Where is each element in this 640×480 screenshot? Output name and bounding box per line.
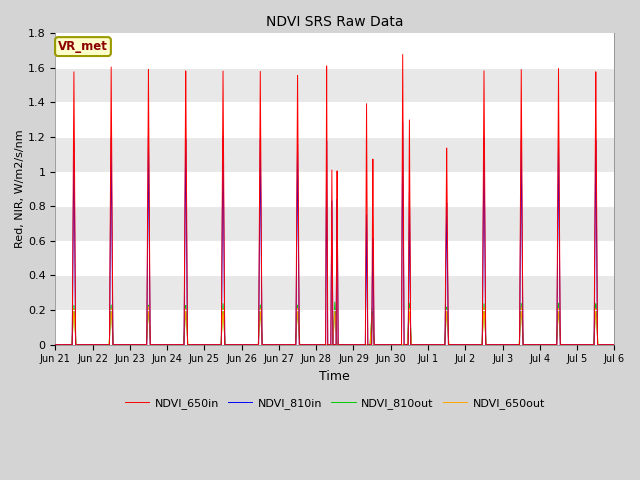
NDVI_810in [611,342,618,348]
NDVI_810in [466,342,474,348]
NDVI_810out [407,324,415,330]
NDVI_810out [466,342,474,348]
NDVI_650out [611,342,618,348]
Bar [55,241,614,276]
NDVI_810out [79,342,87,348]
NDVI_650in [407,342,415,348]
NDVI_810in [79,342,87,348]
Legend: NDVI_650in, NDVI_810in, NDVI_810out, NDVI_650out: NDVI_650in, NDVI_810in, NDVI_810out, NDV… [120,394,550,414]
NDVI_810out [331,299,339,305]
NDVI_650in [399,52,406,58]
NDVI_810out [496,342,504,348]
NDVI_650out [254,342,262,348]
NDVI_650out [51,342,59,348]
NDVI_650out [496,342,504,348]
Line: NDVI_810in: NDVI_810in [55,122,614,345]
NDVI_650in [254,342,262,348]
Bar [55,137,614,171]
Bar [55,206,614,241]
NDVI_810in [407,342,415,348]
Bar [55,171,614,206]
Y-axis label: Red, NIR, W/m2/s/nm: Red, NIR, W/m2/s/nm [15,130,25,248]
NDVI_650in [611,342,618,348]
NDVI_810out [611,342,618,348]
NDVI_810in [51,342,59,348]
Line: NDVI_810out: NDVI_810out [55,302,614,345]
NDVI_650out [145,304,152,310]
Title: NDVI SRS Raw Data: NDVI SRS Raw Data [266,15,404,29]
Bar [55,276,614,310]
Bar [55,68,614,102]
X-axis label: Time: Time [319,370,350,383]
NDVI_810out [382,342,390,348]
Bar [55,102,614,137]
NDVI_810in [382,342,390,348]
NDVI_650out [407,326,415,332]
NDVI_650in [466,342,474,348]
NDVI_810out [51,342,59,348]
NDVI_650out [79,342,87,348]
NDVI_650in [496,342,504,348]
Line: NDVI_650out: NDVI_650out [55,307,614,345]
NDVI_810out [254,342,262,348]
NDVI_650in [382,342,390,348]
Line: NDVI_650in: NDVI_650in [55,55,614,345]
NDVI_650out [466,342,474,348]
NDVI_650out [382,342,390,348]
Bar [55,310,614,345]
Text: VR_met: VR_met [58,40,108,53]
NDVI_810in [496,342,504,348]
NDVI_650in [79,342,87,348]
NDVI_810in [254,342,262,348]
NDVI_650in [51,342,59,348]
Bar [55,33,614,68]
NDVI_810in [399,119,406,125]
